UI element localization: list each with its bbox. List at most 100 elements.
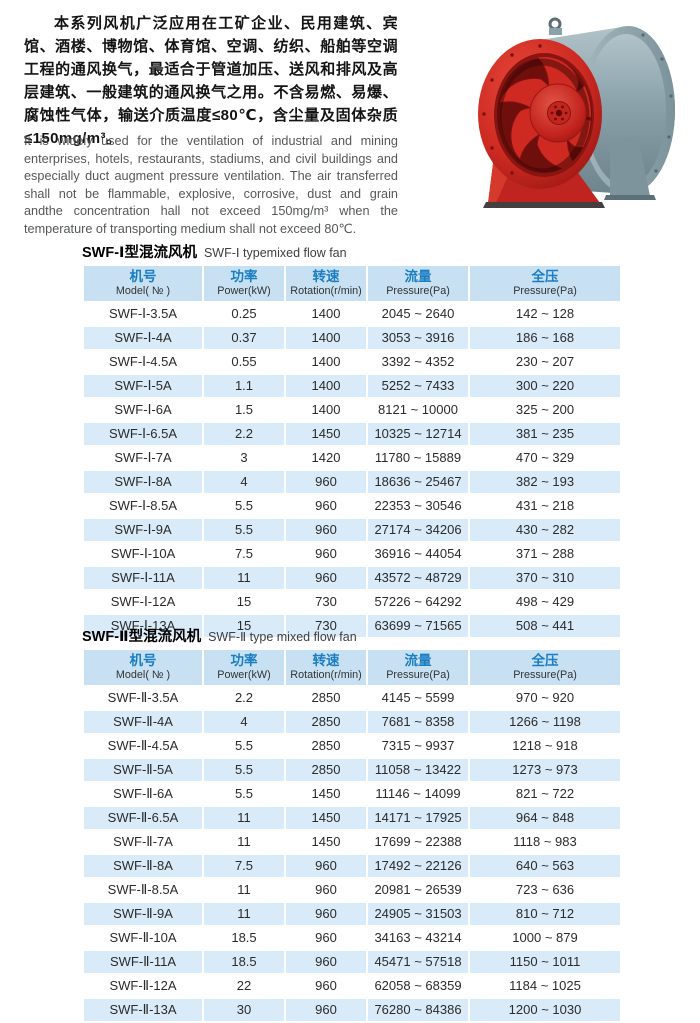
swf1-table-header: 机号 Model( № ) 功率 Power(kW) 转速 Rotation(r/mi… [84, 266, 620, 301]
value-cell: 2.2 [204, 423, 284, 445]
value-cell: 730 [286, 615, 366, 637]
col-header-flow: 流量 Pressure(Pa) [368, 266, 468, 301]
value-cell: 4 [204, 471, 284, 493]
value-cell: 22353 ~ 30546 [368, 495, 468, 517]
value-cell: 300 ~ 220 [470, 375, 620, 397]
value-cell: 1.1 [204, 375, 284, 397]
value-cell: 11 [204, 567, 284, 589]
value-cell: 63699 ~ 71565 [368, 615, 468, 637]
model-cell: SWF-Ⅱ-13A [84, 999, 202, 1021]
col-header-rotation: 转速 Rotation(r/min) [286, 650, 366, 685]
value-cell: 1400 [286, 399, 366, 421]
model-cell: SWF-Ⅱ-8.5A [84, 879, 202, 901]
header-en: Model( № ) [115, 285, 171, 297]
catalog-page: 本系列风机广泛应用在工矿企业、民用建筑、宾馆、酒楼、博物馆、体育馆、空调、纺织、… [24, 15, 675, 1021]
value-cell: 1184 ~ 1025 [470, 975, 620, 997]
table-row: SWF-Ⅱ-12A 22 960 62058 ~ 68359 1184 ~ 1025 [84, 975, 620, 997]
col-header-total-pressure: 全压 Pressure(Pa) [470, 650, 620, 685]
value-cell: 960 [286, 999, 366, 1021]
value-cell: 810 ~ 712 [470, 903, 620, 925]
value-cell: 960 [286, 855, 366, 877]
value-cell: 18636 ~ 25467 [368, 471, 468, 493]
header-zh: 流量 [404, 653, 432, 668]
table-row: SWF-Ⅰ-8A 4 960 18636 ~ 25467 382 ~ 193 [84, 471, 620, 493]
table-row: SWF-Ⅱ-7A 11 1450 17699 ~ 22388 1118 ~ 983 [84, 831, 620, 853]
value-cell: 11146 ~ 14099 [368, 783, 468, 805]
value-cell: 1200 ~ 1030 [470, 999, 620, 1021]
value-cell: 11 [204, 903, 284, 925]
table-row: SWF-Ⅰ-6.5A 2.2 1450 10325 ~ 12714 381 ~ 235 [84, 423, 620, 445]
table-row: SWF-Ⅰ-13A 15 730 63699 ~ 71565 508 ~ 441 [84, 615, 620, 637]
model-cell: SWF-Ⅱ-6A [84, 783, 202, 805]
model-cell: SWF-Ⅰ-7A [84, 447, 202, 469]
value-cell: 723 ~ 636 [470, 879, 620, 901]
swf1-spec-table: 机号 Model( № ) 功率 Power(kW) 转速 Rotation(r/mi… [82, 264, 622, 639]
value-cell: 43572 ~ 48729 [368, 567, 468, 589]
model-cell: SWF-Ⅱ-4.5A [84, 735, 202, 757]
header-en: Pressure(Pa) [513, 285, 577, 297]
value-cell: 0.25 [204, 303, 284, 325]
value-cell: 0.37 [204, 327, 284, 349]
fan-rear-face [586, 34, 666, 186]
value-cell: 960 [286, 879, 366, 901]
table-row: SWF-Ⅱ-5A 5.5 2850 11058 ~ 13422 1273 ~ 973 [84, 759, 620, 781]
value-cell: 76280 ~ 84386 [368, 999, 468, 1021]
value-cell: 3053 ~ 3916 [368, 327, 468, 349]
value-cell: 230 ~ 207 [470, 351, 620, 373]
value-cell: 382 ~ 193 [470, 471, 620, 493]
table-row: SWF-Ⅱ-9A 11 960 24905 ~ 31503 810 ~ 712 [84, 903, 620, 925]
table-row: SWF-Ⅰ-7A 3 1420 11780 ~ 15889 470 ~ 329 [84, 447, 620, 469]
swf2-section: SWF-Ⅱ型混流风机 SWF-Ⅱ type mixed flow fan 机号 Mo… [82, 627, 622, 1023]
header-row: 机号 Model( № ) 功率 Power(kW) 转速 Rotation(r/mi… [84, 266, 620, 301]
swf2-section-title: SWF-Ⅱ型混流风机 SWF-Ⅱ type mixed flow fan [82, 627, 622, 646]
intro-paragraph-zh: 本系列风机广泛应用在工矿企业、民用建筑、宾馆、酒楼、博物馆、体育馆、空调、纺织、… [24, 15, 398, 147]
fan-rear-foot [604, 136, 656, 200]
value-cell: 2850 [286, 687, 366, 709]
value-cell: 186 ~ 168 [470, 327, 620, 349]
value-cell: 1420 [286, 447, 366, 469]
model-cell: SWF-Ⅰ-9A [84, 519, 202, 541]
value-cell: 15 [204, 615, 284, 637]
header-en: Pressure(Pa) [386, 669, 450, 681]
model-cell: SWF-Ⅱ-3.5A [84, 687, 202, 709]
value-cell: 11 [204, 807, 284, 829]
value-cell: 17699 ~ 22388 [368, 831, 468, 853]
swf1-table-body: SWF-Ⅰ-3.5A 0.25 1400 2045 ~ 2640 142 ~ 128 SW… [84, 303, 620, 637]
table-row: SWF-Ⅰ-4A 0.37 1400 3053 ~ 3916 186 ~ 168 [84, 327, 620, 349]
header-en: Power(kW) [217, 669, 271, 681]
front-ring-bolts [482, 44, 542, 175]
value-cell: 970 ~ 920 [470, 687, 620, 709]
table-row: SWF-Ⅰ-3.5A 0.25 1400 2045 ~ 2640 142 ~ 128 [84, 303, 620, 325]
value-cell: 11780 ~ 15889 [368, 447, 468, 469]
value-cell: 10325 ~ 12714 [368, 423, 468, 445]
value-cell: 431 ~ 218 [470, 495, 620, 517]
table-row: SWF-Ⅱ-3.5A 2.2 2850 4145 ~ 5599 970 ~ 920 [84, 687, 620, 709]
value-cell: 24905 ~ 31503 [368, 903, 468, 925]
intro-paragraph-en: It is widely used for the ventilation of… [24, 134, 398, 236]
col-header-flow: 流量 Pressure(Pa) [368, 650, 468, 685]
model-cell: SWF-Ⅰ-13A [84, 615, 202, 637]
value-cell: 508 ~ 441 [470, 615, 620, 637]
value-cell: 1400 [286, 375, 366, 397]
value-cell: 1118 ~ 983 [470, 831, 620, 853]
value-cell: 57226 ~ 64292 [368, 591, 468, 613]
table-row: SWF-Ⅰ-9A 5.5 960 27174 ~ 34206 430 ~ 282 [84, 519, 620, 541]
value-cell: 11058 ~ 13422 [368, 759, 468, 781]
value-cell: 960 [286, 567, 366, 589]
value-cell: 470 ~ 329 [470, 447, 620, 469]
value-cell: 27174 ~ 34206 [368, 519, 468, 541]
swf2-title-zh: SWF-Ⅱ型混流风机 [82, 629, 202, 645]
swf2-table-body: SWF-Ⅱ-3.5A 2.2 2850 4145 ~ 5599 970 ~ 920 SWF… [84, 687, 620, 1021]
table-row: SWF-Ⅰ-12A 15 730 57226 ~ 64292 498 ~ 429 [84, 591, 620, 613]
value-cell: 36916 ~ 44054 [368, 543, 468, 565]
model-cell: SWF-Ⅱ-4A [84, 711, 202, 733]
fan-product-photo [478, 17, 675, 208]
value-cell: 1450 [286, 423, 366, 445]
header-en: Model( № ) [115, 669, 171, 681]
value-cell: 498 ~ 429 [470, 591, 620, 613]
value-cell: 640 ~ 563 [470, 855, 620, 877]
model-cell: SWF-Ⅰ-10A [84, 543, 202, 565]
model-cell: SWF-Ⅰ-4.5A [84, 351, 202, 373]
table-row: SWF-Ⅱ-8A 7.5 960 17492 ~ 22126 640 ~ 563 [84, 855, 620, 877]
value-cell: 2.2 [204, 687, 284, 709]
